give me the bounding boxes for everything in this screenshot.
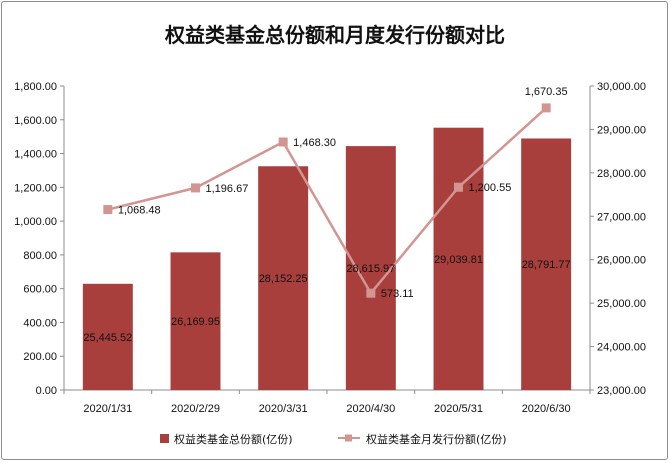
line-data-label: 1,068.48 — [118, 205, 161, 217]
x-tick-label: 2020/3/31 — [259, 403, 308, 415]
x-tick-label: 2020/2/29 — [171, 403, 220, 415]
line-data-label: 573.11 — [381, 288, 414, 300]
y-right-tick-label: 29,000.00 — [597, 124, 646, 136]
bar — [521, 138, 572, 390]
bar-data-label: 28,152.25 — [259, 273, 308, 285]
y-right-tick-label: 30,000.00 — [597, 81, 646, 93]
y-left-tick-label: 400.00 — [23, 317, 57, 329]
y-right-tick-label: 26,000.00 — [597, 255, 646, 267]
line-point — [541, 103, 551, 113]
y-left-tick-label: 1,400.00 — [14, 149, 57, 161]
bar — [258, 166, 309, 390]
legend-line-marker — [345, 434, 352, 442]
line-data-label: 1,468.30 — [293, 137, 336, 149]
y-left-tick-label: 800.00 — [23, 250, 57, 262]
bar-data-label: 29,039.81 — [434, 254, 483, 266]
y-left-tick-label: 0.00 — [36, 385, 57, 397]
y-right-tick-label: 25,000.00 — [597, 298, 646, 310]
bar-data-label: 28,791.77 — [522, 259, 571, 271]
y-right-tick-label: 28,000.00 — [597, 168, 646, 180]
line-data-label: 1,670.35 — [525, 86, 568, 98]
bar — [82, 283, 133, 390]
line-point — [103, 205, 113, 215]
y-right-tick-label: 24,000.00 — [597, 342, 646, 354]
data-labels: 25,445.52 26,169.95 28,152.25 28,615.97 29,0… — [83, 86, 570, 344]
bar-data-label: 26,169.95 — [171, 316, 220, 328]
line-point — [278, 137, 288, 147]
y-left-tick-label: 1,000.00 — [14, 216, 57, 228]
y-left-tick-label: 1,200.00 — [14, 182, 57, 194]
line-data-label: 1,196.67 — [206, 183, 249, 195]
line-path — [107, 106, 548, 296]
legend-line-label: 权益类基金月发行份额(亿份) — [366, 432, 507, 446]
x-tick-label: 2020/4/30 — [346, 403, 395, 415]
bar-data-label: 25,445.52 — [83, 332, 132, 344]
x-tick-label: 2020/1/31 — [83, 403, 132, 415]
chart-title: 权益类基金总份额和月度发行份额对比 — [164, 23, 505, 47]
y-left-tick-label: 1,600.00 — [14, 115, 57, 127]
legend-bar-label: 权益类基金总份额(亿份) — [174, 432, 293, 446]
x-tick-label: 2020/5/31 — [434, 403, 483, 415]
bar — [170, 252, 221, 390]
y-left-tick-label: 600.00 — [23, 284, 57, 296]
line-data-label: 1,200.55 — [469, 182, 512, 194]
line-point — [454, 182, 463, 192]
bar — [345, 146, 396, 390]
legend: 权益类基金总份额(亿份) 权益类基金月发行份额(亿份) — [160, 432, 507, 446]
axes: 0.00 200.00 400.00 600.00 800.00 1,000.00 1,20… — [14, 81, 646, 415]
y-left-tick-label: 1,800.00 — [14, 81, 57, 93]
line-point — [366, 288, 376, 298]
bar-data-label: 28,615.97 — [346, 263, 395, 275]
bar-series — [82, 127, 572, 390]
legend-bar-swatch — [160, 434, 169, 443]
x-tick-label: 2020/6/30 — [522, 403, 571, 415]
line-point — [191, 183, 200, 193]
y-left-tick-label: 200.00 — [23, 351, 57, 363]
line-series — [103, 103, 551, 298]
y-right-tick-label: 27,000.00 — [597, 211, 646, 223]
y-right-tick-label: 23,000.00 — [597, 385, 646, 397]
